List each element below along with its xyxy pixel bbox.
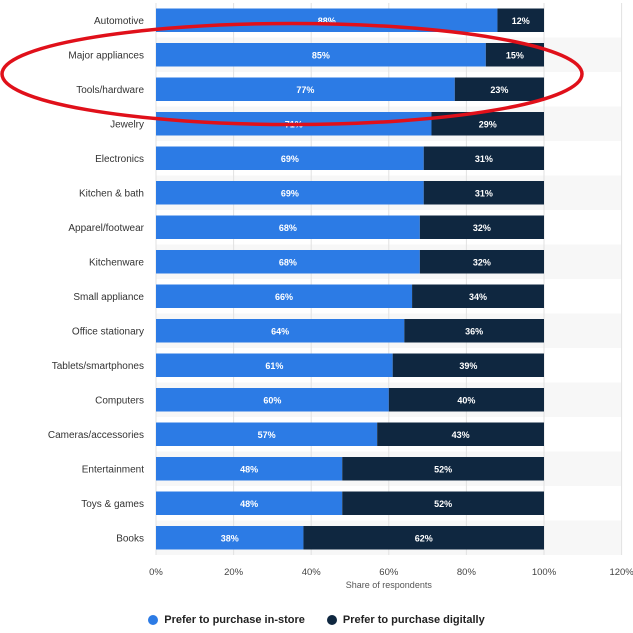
category-label: Major appliances xyxy=(68,50,144,61)
bar-in-store xyxy=(156,319,405,343)
data-label-digital: 43% xyxy=(452,430,470,440)
data-label-digital: 32% xyxy=(473,257,491,267)
x-tick-label: 40% xyxy=(302,567,322,578)
data-label-in-store: 77% xyxy=(296,85,314,95)
data-label-in-store: 38% xyxy=(221,533,239,543)
bar-in-store xyxy=(156,284,413,308)
data-label-digital: 36% xyxy=(465,326,483,336)
data-label-digital: 62% xyxy=(415,533,433,543)
bar-digital xyxy=(388,388,544,412)
bar-in-store xyxy=(156,181,424,205)
bar-in-store xyxy=(156,353,393,377)
bar-digital xyxy=(392,353,544,377)
x-tick-label: 60% xyxy=(379,567,399,578)
category-label: Tools/hardware xyxy=(76,85,144,96)
category-label: Books xyxy=(116,533,144,544)
bar-digital xyxy=(485,43,544,67)
bar-digital xyxy=(419,215,544,239)
x-tick-label: 20% xyxy=(224,567,244,578)
legend: Prefer to purchase in-store Prefer to pu… xyxy=(0,614,633,626)
category-label: Office stationary xyxy=(72,326,144,337)
bar-in-store xyxy=(156,250,420,274)
category-label: Apparel/footwear xyxy=(68,223,144,234)
bar-digital xyxy=(412,284,544,308)
legend-item-digital[interactable]: Prefer to purchase digitally xyxy=(326,614,485,626)
legend-label-digital: Prefer to purchase digitally xyxy=(342,614,485,626)
data-label-digital: 23% xyxy=(490,85,508,95)
data-label-in-store: 48% xyxy=(240,499,258,509)
data-label-in-store: 69% xyxy=(281,188,299,198)
bar-digital xyxy=(423,181,544,205)
data-label-in-store: 64% xyxy=(271,326,289,336)
data-label-digital: 32% xyxy=(473,223,491,233)
data-label-in-store: 61% xyxy=(265,361,283,371)
category-label: Toys & games xyxy=(81,499,144,510)
category-label: Cameras/accessories xyxy=(48,430,144,441)
data-label-digital: 29% xyxy=(479,119,497,129)
category-label: Electronics xyxy=(95,154,144,165)
data-label-in-store: 57% xyxy=(258,430,276,440)
bar-digital xyxy=(342,491,544,515)
bar-in-store xyxy=(156,77,455,101)
data-label-digital: 40% xyxy=(457,395,475,405)
x-tick-label: 120% xyxy=(609,567,633,578)
bar-digital xyxy=(377,422,544,446)
data-label-digital: 31% xyxy=(475,154,493,164)
category-label: Entertainment xyxy=(82,464,144,475)
category-label: Automotive xyxy=(94,16,144,27)
legend-item-in-store[interactable]: Prefer to purchase in-store xyxy=(148,614,305,626)
data-label-in-store: 85% xyxy=(312,50,330,60)
category-label: Computers xyxy=(95,395,144,406)
legend-swatch-in-store xyxy=(148,615,159,625)
data-label-digital: 15% xyxy=(506,50,524,60)
data-label-in-store: 88% xyxy=(318,16,336,26)
data-label-in-store: 60% xyxy=(263,395,281,405)
data-label-digital: 34% xyxy=(469,292,487,302)
bar-in-store xyxy=(156,388,389,412)
legend-swatch-digital xyxy=(326,615,337,625)
category-label: Jewelry xyxy=(110,119,144,130)
bar-in-store xyxy=(156,43,486,67)
bar-in-store xyxy=(156,146,424,170)
x-tick-label: 100% xyxy=(532,567,557,578)
data-label-in-store: 48% xyxy=(240,464,258,474)
bar-digital xyxy=(404,319,544,343)
x-axis-title: Share of respondents xyxy=(346,580,433,590)
bar-digital xyxy=(419,250,544,274)
data-label-in-store: 69% xyxy=(281,154,299,164)
data-label-digital: 12% xyxy=(512,16,530,26)
bar-digital xyxy=(303,526,544,550)
bar-in-store xyxy=(156,457,343,481)
data-label-digital: 31% xyxy=(475,188,493,198)
bar-digital xyxy=(431,112,544,136)
x-tick-label: 0% xyxy=(149,567,163,578)
data-label-in-store: 66% xyxy=(275,292,293,302)
category-label: Kitchen & bath xyxy=(79,188,144,199)
bar-in-store xyxy=(156,491,343,515)
highlight-ellipse xyxy=(0,21,584,127)
bar-digital xyxy=(423,146,544,170)
legend-label-in-store: Prefer to purchase in-store xyxy=(164,614,305,626)
data-label-digital: 52% xyxy=(434,464,452,474)
bar-in-store xyxy=(156,215,420,239)
bar-digital xyxy=(342,457,544,481)
category-label: Small appliance xyxy=(73,292,144,303)
category-label: Tablets/smartphones xyxy=(52,361,144,372)
bar-digital xyxy=(454,77,544,101)
bar-digital xyxy=(497,8,544,32)
data-label-in-store: 68% xyxy=(279,257,297,267)
data-label-digital: 52% xyxy=(434,499,452,509)
data-label-in-store: 68% xyxy=(279,223,297,233)
bar-in-store xyxy=(156,526,304,550)
x-tick-label: 80% xyxy=(457,567,477,578)
category-label: Kitchenware xyxy=(89,257,144,268)
data-label-digital: 39% xyxy=(459,361,477,371)
bar-in-store xyxy=(156,422,378,446)
